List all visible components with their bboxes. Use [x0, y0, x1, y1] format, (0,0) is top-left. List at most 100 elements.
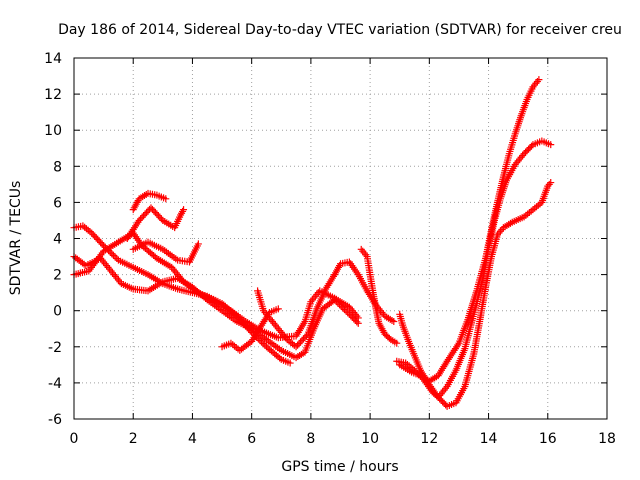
data-point-marker	[332, 297, 340, 305]
axis-ticks	[73, 57, 608, 420]
x-tick-label: 12	[420, 431, 438, 447]
data-point-marker	[522, 148, 530, 156]
data-point-marker	[301, 333, 309, 341]
y-tick-label: 6	[53, 195, 62, 211]
grid-lines	[74, 58, 607, 419]
data-point-marker	[340, 305, 348, 313]
data-point-marker	[143, 209, 151, 217]
x-tick-label: 6	[247, 431, 256, 447]
data-point-marker	[162, 195, 170, 203]
data-point-marker	[351, 316, 359, 324]
y-tick-label: 12	[44, 87, 62, 103]
data-point-marker	[156, 213, 164, 221]
data-point-marker	[292, 343, 300, 351]
data-point-marker	[440, 399, 448, 407]
data-point-marker	[302, 332, 310, 340]
data-point-marker	[94, 235, 102, 243]
x-tick-label: 10	[361, 431, 379, 447]
data-point-marker	[342, 307, 350, 315]
plot-frame	[73, 57, 608, 420]
data-point-marker	[336, 301, 344, 309]
data-point-marker	[154, 212, 162, 220]
data-point-marker	[97, 239, 105, 247]
data-point-marker	[297, 338, 305, 346]
x-tick-label: 0	[70, 431, 79, 447]
data-point-marker	[339, 304, 347, 312]
data-point-marker	[393, 339, 401, 347]
data-point-marker	[295, 340, 303, 348]
series-trace-5	[123, 204, 188, 242]
x-tick-label: 18	[598, 431, 616, 447]
data-point-marker	[353, 318, 361, 326]
y-tick-label: 14	[44, 51, 62, 67]
data-point-marker	[141, 210, 149, 218]
data-point-marker	[345, 310, 353, 318]
data-point-marker	[527, 142, 535, 150]
data-point-marker	[535, 76, 543, 84]
y-tick-label: 4	[53, 232, 62, 248]
series-trace-1	[70, 222, 294, 367]
y-tick-label: 8	[53, 159, 62, 175]
data-point-marker	[547, 179, 555, 187]
data-point-marker	[525, 145, 533, 153]
series-trace-10	[396, 179, 555, 410]
data-point-marker	[180, 206, 188, 214]
data-point-marker	[98, 240, 106, 248]
data-point-marker	[547, 141, 555, 149]
x-tick-label: 14	[480, 431, 498, 447]
data-point-marker	[137, 215, 145, 223]
data-point-marker	[334, 299, 342, 307]
series-trace-12	[396, 76, 543, 385]
data-point-marker	[108, 250, 116, 258]
data-point-marker	[347, 312, 355, 320]
data-point-marker	[138, 213, 146, 221]
y-tick-label: -2	[48, 340, 62, 356]
data-point-marker	[344, 309, 352, 317]
chart-title: Day 186 of 2014, Sidereal Day-to-day VTE…	[58, 22, 622, 38]
x-tick-label: 8	[306, 431, 315, 447]
data-point-marker	[111, 253, 119, 261]
data-point-marker	[88, 229, 96, 237]
data-point-marker	[258, 338, 266, 346]
data-point-marker	[113, 255, 121, 263]
data-point-marker	[354, 319, 362, 327]
data-point-marker	[294, 341, 302, 349]
data-point-marker	[299, 335, 307, 343]
data-point-marker	[144, 207, 152, 215]
data-point-marker	[439, 398, 447, 406]
x-tick-label: 16	[539, 431, 557, 447]
data-point-marker	[337, 302, 345, 310]
data-point-marker	[298, 336, 306, 344]
data-point-marker	[442, 401, 450, 409]
data-point-marker	[526, 144, 534, 152]
data-point-marker	[135, 216, 143, 224]
data-point-marker	[390, 318, 398, 326]
data-point-marker	[350, 315, 358, 323]
data-point-marker	[150, 207, 158, 215]
data-points	[70, 76, 555, 410]
data-point-marker	[95, 237, 103, 245]
data-point-marker	[147, 204, 155, 212]
y-tick-label: 10	[44, 123, 62, 139]
data-point-marker	[274, 305, 282, 313]
data-point-marker	[523, 147, 531, 155]
x-axis-label: GPS time / hours	[281, 459, 398, 475]
data-point-marker	[194, 240, 202, 248]
y-tick-label: 0	[53, 304, 62, 320]
data-point-marker	[148, 205, 156, 213]
data-point-marker	[261, 341, 269, 349]
data-point-marker	[276, 354, 284, 362]
data-point-marker	[256, 336, 264, 344]
data-point-marker	[437, 396, 445, 404]
data-point-marker	[520, 150, 528, 158]
x-tick-labels: 0 2 4 6 8 10 12 14 16 18	[70, 431, 616, 447]
data-point-marker	[348, 313, 356, 321]
data-point-marker	[140, 212, 148, 220]
y-tick-label: -6	[48, 412, 62, 428]
series-trace-6	[129, 238, 202, 266]
series-trace-9	[357, 245, 401, 347]
data-point-marker	[286, 359, 294, 367]
x-tick-label: 4	[188, 431, 197, 447]
data-point-marker	[151, 209, 159, 217]
